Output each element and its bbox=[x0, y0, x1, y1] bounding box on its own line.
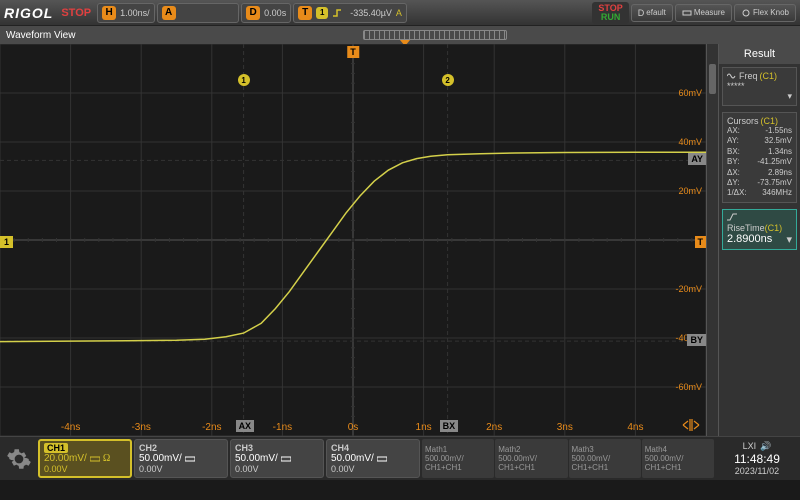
horizontal-chip[interactable]: H 1.00ns/ bbox=[97, 3, 155, 23]
trigger-time-flag[interactable]: T bbox=[347, 46, 359, 58]
edge-icon bbox=[332, 8, 346, 18]
marker-2[interactable]: 2 bbox=[442, 74, 454, 86]
svg-text:-60mV: -60mV bbox=[675, 382, 702, 392]
sound-icon: 🔊 bbox=[760, 441, 771, 452]
svg-text:60mV: 60mV bbox=[678, 88, 702, 98]
math2-box[interactable]: Math2500.00mV/CH1+CH1 bbox=[495, 439, 567, 478]
risetime-result-box[interactable]: RiseTime(C1) 2.8900ns ▾ bbox=[722, 209, 797, 250]
svg-text:-4ns: -4ns bbox=[61, 422, 80, 433]
overview-bar[interactable] bbox=[75, 26, 794, 44]
svg-text:40mV: 40mV bbox=[678, 137, 702, 147]
svg-text:20mV: 20mV bbox=[678, 186, 702, 196]
default-button[interactable]: Default bbox=[631, 4, 673, 22]
math4-box[interactable]: Math4500.00mV/CH1+CH1 bbox=[642, 439, 714, 478]
vertical-scrollbar[interactable] bbox=[706, 44, 718, 436]
knob-icon bbox=[741, 8, 751, 18]
t-icon: T bbox=[298, 6, 312, 20]
settings-button[interactable] bbox=[2, 439, 36, 478]
freq-icon bbox=[727, 72, 737, 80]
acquisition-chip[interactable]: A 4GSa/s 1Mpts Norm 250ps/pt bbox=[157, 3, 240, 23]
channel-ch3-box[interactable]: CH3 50.00mV/ 0.00V bbox=[230, 439, 324, 478]
rise-icon bbox=[727, 213, 737, 221]
gear-icon bbox=[6, 446, 32, 472]
h-icon: H bbox=[102, 6, 116, 20]
svg-text:-3ns: -3ns bbox=[131, 422, 150, 433]
d-icon: D bbox=[246, 6, 260, 20]
bottom-bar: CH1 20.00mV/ Ω 0.00V CH2 50.00mV/ 0.00V … bbox=[0, 436, 800, 480]
svg-text:3ns: 3ns bbox=[557, 422, 573, 433]
svg-text:-1ns: -1ns bbox=[273, 422, 292, 433]
cursor-ay-tag[interactable]: AY bbox=[688, 153, 706, 165]
top-toolbar: RIGOL STOP H 1.00ns/ A 4GSa/s 1Mpts Norm… bbox=[0, 0, 800, 26]
cursor-ax-tag[interactable]: AX bbox=[236, 420, 255, 432]
stop-run-button[interactable]: STOPRUN bbox=[592, 2, 628, 24]
svg-text:2ns: 2ns bbox=[486, 422, 502, 433]
channel-ch4-box[interactable]: CH4 50.00mV/ 0.00V bbox=[326, 439, 420, 478]
time-display: 11:48:49 bbox=[734, 452, 780, 466]
trigger-chip[interactable]: T 1 -335.40µV A bbox=[293, 3, 407, 23]
date-display: 2023/11/02 bbox=[735, 466, 779, 476]
measure-button[interactable]: Measure bbox=[675, 4, 732, 22]
cursors-result-box[interactable]: Cursors(C1) AX:-1.55nsAY:32.5mVBX:1.34ns… bbox=[722, 112, 797, 203]
svg-text:0s: 0s bbox=[348, 422, 359, 433]
dropdown-icon: ▾ bbox=[786, 233, 792, 246]
svg-text:1ns: 1ns bbox=[416, 422, 432, 433]
freq-result-box[interactable]: Freq(C1) *****▾ bbox=[722, 67, 797, 106]
math1-box[interactable]: Math1500.00mV/CH1+CH1 bbox=[422, 439, 494, 478]
clock-panel: LXI 🔊 11:48:49 2023/11/02 bbox=[716, 439, 798, 478]
cursor-bx-tag[interactable]: BX bbox=[440, 420, 459, 432]
marker-1[interactable]: 1 bbox=[238, 74, 250, 86]
channel-ch2-box[interactable]: CH2 50.00mV/ 0.00V bbox=[134, 439, 228, 478]
waveform-display[interactable]: -4ns-3ns-2ns-1ns0s1ns2ns3ns4ns-60mV-40mV… bbox=[0, 44, 706, 436]
delay-chip[interactable]: D 0.00s bbox=[241, 3, 291, 23]
waveform-titlebar: Waveform View bbox=[0, 26, 800, 44]
result-sidebar: Result Freq(C1) *****▾ Cursors(C1) AX:-1… bbox=[718, 44, 800, 436]
run-state[interactable]: STOP bbox=[61, 7, 91, 19]
math3-box[interactable]: Math3500.00mV/CH1+CH1 bbox=[569, 439, 641, 478]
waveform-svg: -4ns-3ns-2ns-1ns0s1ns2ns3ns4ns-60mV-40mV… bbox=[0, 44, 706, 436]
dropdown-icon: ▾ bbox=[787, 91, 792, 102]
trigger-level-flag[interactable]: T bbox=[695, 236, 707, 248]
channel-ch1-box[interactable]: CH1 20.00mV/ Ω 0.00V bbox=[38, 439, 132, 478]
cursor-by-tag[interactable]: BY bbox=[687, 334, 706, 346]
a-icon: A bbox=[162, 6, 176, 20]
lxi-icon: LXI bbox=[743, 441, 757, 452]
expand-icon[interactable] bbox=[682, 418, 700, 432]
svg-text:4ns: 4ns bbox=[627, 422, 643, 433]
flexknob-button[interactable]: Flex Knob bbox=[734, 4, 796, 22]
sidebar-title: Result bbox=[719, 44, 800, 64]
ch1-zero-tag[interactable]: 1 bbox=[0, 236, 13, 248]
ruler-icon bbox=[682, 8, 692, 18]
svg-text:-2ns: -2ns bbox=[202, 422, 221, 433]
brand-logo: RIGOL bbox=[4, 5, 53, 21]
svg-text:-20mV: -20mV bbox=[675, 284, 702, 294]
